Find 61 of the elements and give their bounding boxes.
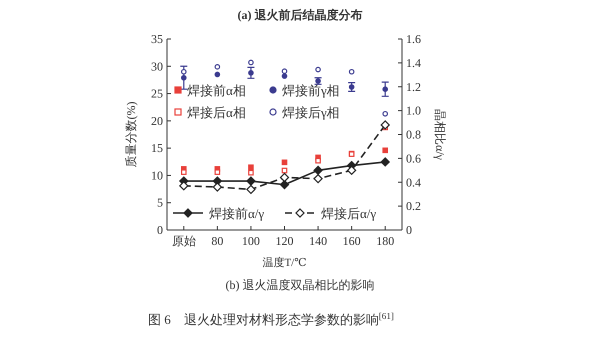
point <box>246 176 256 186</box>
point <box>315 158 321 164</box>
point <box>315 66 321 72</box>
point <box>348 68 354 75</box>
x-tick-label: 180 <box>376 234 394 248</box>
y-axis-title: 质量分数(%) <box>124 102 138 168</box>
y-tick-label: 5 <box>157 196 163 210</box>
point <box>214 72 220 78</box>
x-tick-label: 80 <box>211 234 224 248</box>
point <box>382 148 388 154</box>
y2-tick-label: 1.4 <box>406 56 421 70</box>
point <box>380 157 390 167</box>
point <box>380 120 390 130</box>
y2-axis-title: 晶相比α/γ <box>433 109 447 161</box>
y2-tick-label: 1.0 <box>406 104 421 118</box>
y2-tick-label: 0.6 <box>406 151 421 166</box>
x-tick-label: 160 <box>342 234 361 248</box>
point <box>382 110 388 117</box>
point <box>282 68 288 74</box>
x-tick-label: 140 <box>309 234 328 248</box>
legend-label: 焊接前γ相 <box>282 83 340 98</box>
legend-label: 焊接后γ相 <box>282 105 340 120</box>
point <box>282 73 288 79</box>
point <box>313 166 323 175</box>
point <box>180 169 187 175</box>
legend-label: 焊接前α/γ <box>209 206 264 221</box>
point <box>280 180 290 190</box>
point <box>282 160 288 166</box>
y-tick-label: 30 <box>151 59 163 74</box>
y-tick-label: 10 <box>151 168 163 182</box>
point <box>248 60 254 66</box>
legend-label: 焊接后α/γ <box>321 206 376 221</box>
point <box>246 184 256 194</box>
y2-tick-label: 0.2 <box>406 199 421 214</box>
x-axis-title: 温度T/℃ <box>262 256 307 269</box>
legend-label: 焊接后α相 <box>187 105 246 120</box>
point <box>214 64 220 70</box>
y2-tick-label: 0 <box>406 223 412 237</box>
y-tick-label: 20 <box>151 114 163 128</box>
text: (b) 退火温度双晶相比的影响 <box>226 278 374 292</box>
y-tick-label: 35 <box>151 32 163 46</box>
y2-tick-label: 0.8 <box>406 128 421 142</box>
y-tick-label: 15 <box>151 141 163 156</box>
legend-label: 焊接前α相 <box>187 83 246 98</box>
point <box>180 68 187 75</box>
y2-tick-label: 1.2 <box>406 80 421 94</box>
y2-tick-label: 1.6 <box>406 32 421 46</box>
point <box>313 174 323 184</box>
point <box>214 169 220 175</box>
point <box>248 170 254 176</box>
y-tick-label: 25 <box>151 86 163 101</box>
point <box>280 172 290 182</box>
y-tick-label: 0 <box>157 223 163 237</box>
x-tick-label: 100 <box>242 234 260 248</box>
x-tick-label: 原始 <box>172 234 196 248</box>
caption: 图 6 退火处理对材料形态学参数的影响$^{[61]}$ <box>148 311 394 327</box>
point <box>282 168 288 174</box>
chart-title: (a) 退火前后结晶度分布 <box>238 8 362 22</box>
point <box>248 164 254 170</box>
x-tick-label: 120 <box>276 234 294 248</box>
y2-tick-label: 0.4 <box>406 175 421 190</box>
